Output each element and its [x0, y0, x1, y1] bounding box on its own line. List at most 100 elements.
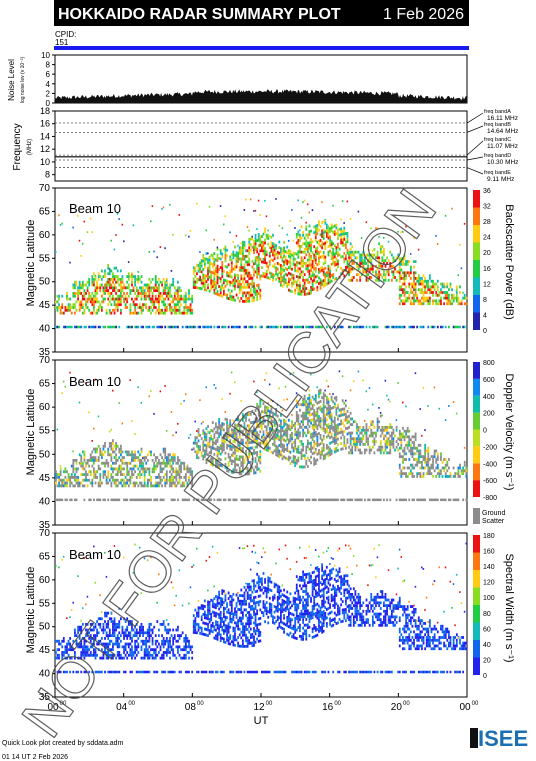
echo-cell [316, 410, 319, 414]
echo-cell [427, 463, 430, 467]
echo-cell [243, 416, 246, 419]
echo-cell [400, 260, 403, 263]
echo-cell [256, 442, 259, 446]
echo-cell [384, 278, 387, 282]
echo-cell [80, 283, 83, 287]
echo-cell [167, 286, 170, 290]
echo-cell [402, 401, 404, 404]
echo-cell [202, 449, 205, 452]
echo-cell [394, 276, 396, 279]
echo-cell [346, 237, 349, 241]
echo-cell [85, 325, 87, 329]
echo-cell [362, 434, 365, 438]
lat-tick-label: 65 [39, 379, 51, 390]
echo-cell [131, 289, 133, 293]
echo-cell [344, 412, 347, 416]
echo-cell [329, 413, 331, 417]
echo-cell [337, 437, 339, 441]
echo-cell [100, 306, 103, 309]
echo-cell [253, 498, 255, 502]
echo-cell [91, 670, 94, 674]
echo-cell [243, 209, 246, 211]
echo-cell [383, 428, 385, 432]
echo-cell [289, 456, 292, 460]
echo-cell [322, 400, 325, 404]
echo-cell [191, 484, 194, 488]
echo-cell [100, 283, 103, 287]
echo-cell [66, 308, 68, 312]
echo-cell [154, 456, 157, 459]
echo-cell [219, 432, 222, 436]
echo-cell [440, 302, 442, 306]
echo-cell [245, 254, 247, 258]
echo-cell [251, 285, 254, 289]
echo-cell [417, 279, 420, 283]
echo-cell [205, 444, 208, 448]
echo-cell [148, 283, 151, 287]
echo-cell [449, 302, 452, 306]
echo-cell [302, 276, 304, 279]
echo-cell [303, 457, 306, 460]
echo-cell [194, 420, 196, 423]
echo-cell [257, 442, 260, 445]
echo-cell [376, 253, 379, 257]
echo-cell [421, 279, 423, 283]
echo-cell [337, 429, 339, 433]
echo-cell [115, 280, 118, 284]
echo-cell [189, 467, 192, 471]
echo-cell [91, 481, 94, 485]
echo-cell [66, 470, 68, 474]
echo-cell [371, 445, 374, 449]
echo-cell [123, 498, 125, 502]
echo-cell [131, 453, 133, 457]
echo-cell [419, 460, 422, 464]
echo-cell [208, 436, 211, 440]
echo-cell [460, 469, 463, 473]
echo-cell [314, 433, 317, 437]
echo-cell [235, 429, 238, 433]
echo-cell [153, 300, 156, 304]
echo-cell [318, 420, 320, 424]
echo-cell [230, 258, 233, 262]
echo-cell [287, 427, 290, 431]
echo-cell [254, 457, 257, 460]
echo-cell [318, 256, 320, 260]
echo-cell [378, 420, 381, 424]
echo-cell [150, 484, 152, 488]
echo-cell [75, 292, 78, 295]
echo-cell [308, 408, 311, 411]
echo-cell [77, 628, 79, 632]
echo-cell [405, 274, 407, 278]
echo-cell [409, 282, 412, 286]
echo-cell [150, 286, 152, 290]
echo-cell [389, 400, 391, 403]
echo-cell [452, 498, 455, 502]
echo-cell [465, 498, 468, 502]
echo-cell [107, 475, 110, 479]
echo-cell [240, 449, 243, 453]
echo-cell [322, 448, 325, 452]
echo-cell [264, 241, 266, 245]
echo-cell [203, 325, 206, 329]
echo-cell [159, 246, 162, 248]
echo-cell [59, 465, 62, 467]
echo-cell [83, 459, 86, 462]
echo-cell [457, 274, 459, 277]
echo-cell [356, 278, 358, 282]
echo-cell [173, 470, 176, 474]
echo-cell [432, 463, 434, 467]
echo-cell [256, 239, 259, 242]
echo-cell [197, 264, 200, 267]
echo-cell [378, 406, 380, 409]
echo-cell [70, 475, 73, 479]
echo-cell [422, 475, 425, 478]
echo-cell [253, 426, 255, 430]
echo-cell [110, 453, 113, 457]
echo-cell [417, 452, 420, 456]
echo-cell [88, 292, 91, 295]
echo-cell [253, 242, 255, 246]
echo-cell [265, 414, 268, 418]
echo-cell [384, 440, 387, 443]
echo-cell [118, 470, 121, 474]
echo-cell [308, 224, 311, 228]
